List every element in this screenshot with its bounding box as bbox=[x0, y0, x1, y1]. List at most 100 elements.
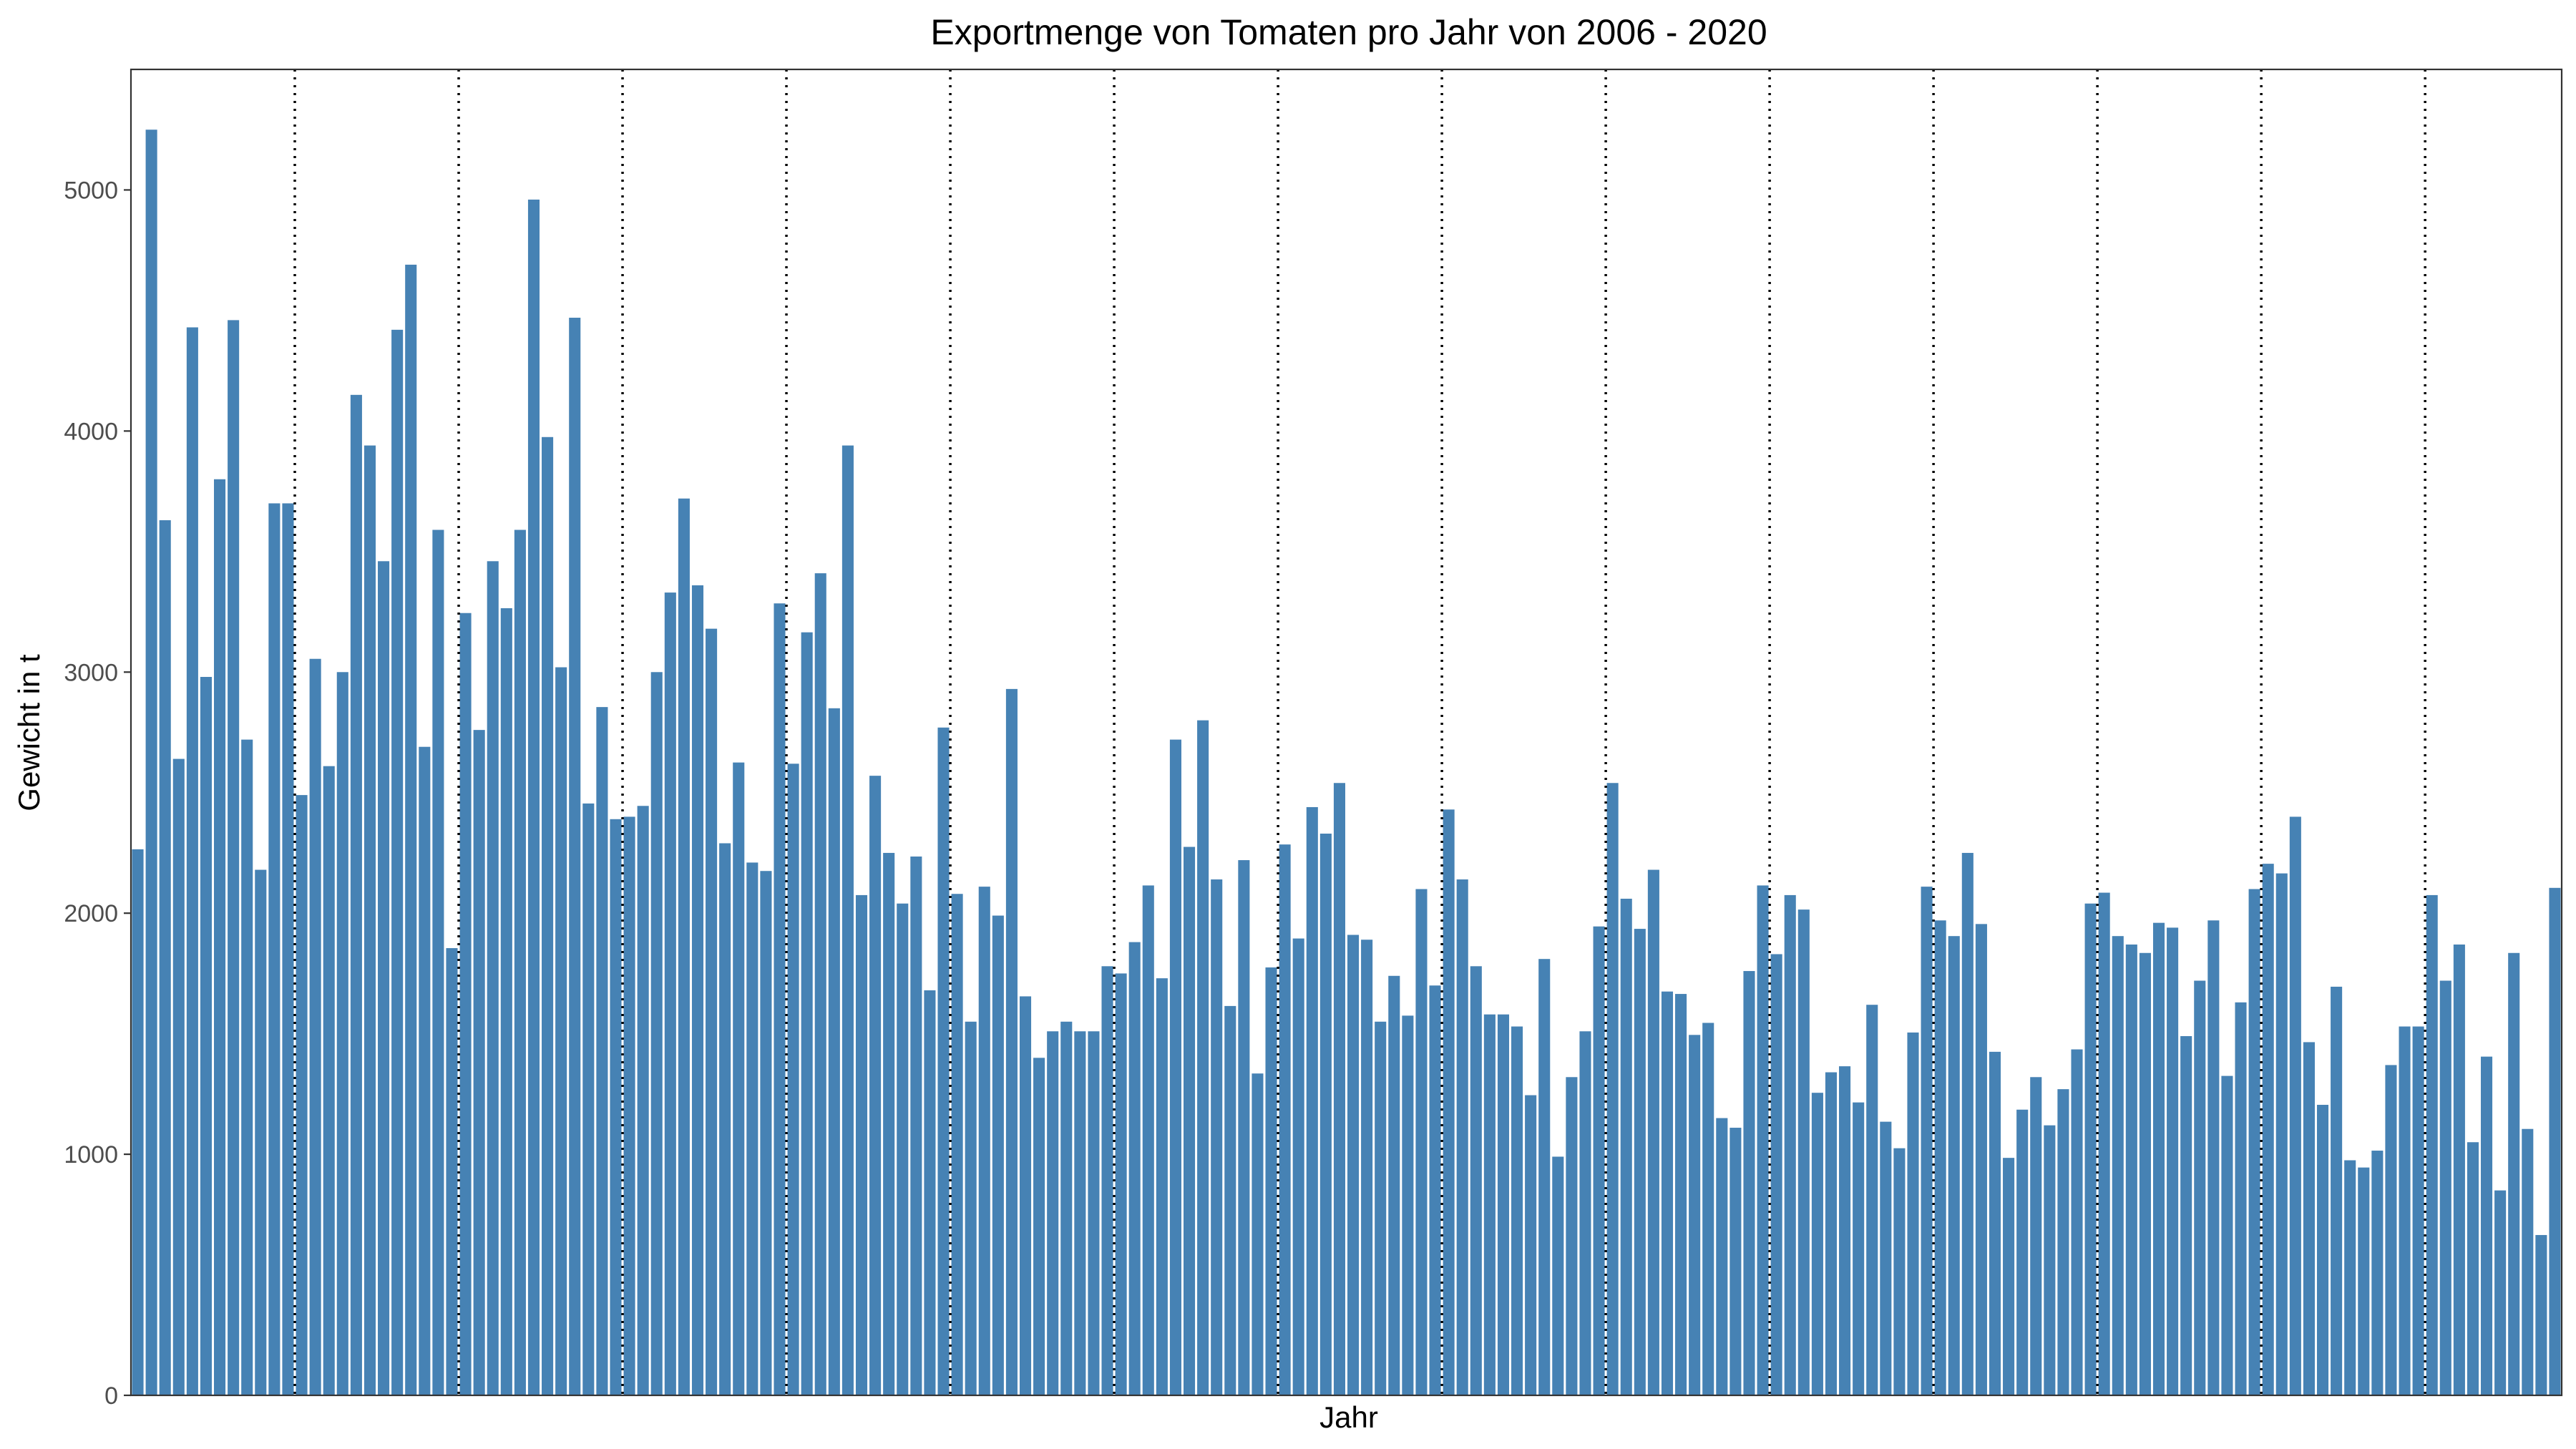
bar bbox=[2112, 936, 2124, 1395]
bar bbox=[1853, 1102, 1865, 1395]
bar bbox=[610, 819, 622, 1395]
bar bbox=[527, 199, 540, 1396]
bar bbox=[1115, 973, 1127, 1395]
bar bbox=[869, 776, 882, 1395]
bar bbox=[1497, 1014, 1510, 1395]
bar bbox=[459, 613, 472, 1395]
bar bbox=[814, 573, 826, 1395]
bar bbox=[569, 318, 581, 1395]
bar bbox=[1101, 966, 1113, 1395]
bar bbox=[1961, 852, 1974, 1395]
y-axis: 0 1000 2000 3000 4000 5000 bbox=[64, 177, 131, 1410]
bar bbox=[2180, 1036, 2192, 1395]
bar bbox=[2316, 1105, 2329, 1395]
bar bbox=[1197, 720, 1209, 1395]
bar bbox=[1211, 879, 1223, 1395]
bar bbox=[2098, 892, 2110, 1395]
bar bbox=[2371, 1151, 2384, 1395]
bar bbox=[2125, 944, 2137, 1395]
bar bbox=[1279, 844, 1291, 1395]
bar bbox=[1169, 739, 1181, 1395]
bar bbox=[2303, 1042, 2315, 1395]
plot-panel-border bbox=[130, 68, 2563, 1397]
bar bbox=[255, 869, 267, 1395]
bar bbox=[2549, 887, 2561, 1395]
bar bbox=[1525, 1095, 1537, 1395]
bar bbox=[350, 394, 362, 1395]
bar bbox=[2426, 894, 2438, 1395]
bar bbox=[937, 727, 950, 1395]
bar bbox=[1483, 1014, 1496, 1395]
bar bbox=[1033, 1058, 1045, 1395]
bar bbox=[1388, 975, 1400, 1395]
bar bbox=[487, 561, 499, 1395]
bar bbox=[1579, 1031, 1591, 1395]
bar bbox=[828, 708, 840, 1395]
bar bbox=[2207, 920, 2220, 1395]
bar bbox=[1347, 935, 1360, 1395]
bar bbox=[2344, 1160, 2356, 1395]
bar bbox=[650, 672, 663, 1395]
bar bbox=[1019, 996, 1032, 1395]
bar bbox=[1047, 1031, 1059, 1395]
bar bbox=[1702, 1023, 1714, 1395]
bar bbox=[1921, 887, 1933, 1395]
y-tick-label: 4000 bbox=[64, 418, 118, 445]
bar bbox=[405, 264, 417, 1395]
bar bbox=[1797, 909, 1810, 1395]
bar bbox=[1429, 985, 1441, 1395]
bar bbox=[1880, 1121, 1892, 1395]
bar bbox=[2453, 944, 2465, 1395]
bar bbox=[432, 530, 444, 1395]
bar bbox=[2494, 1190, 2507, 1395]
bar bbox=[1156, 978, 1168, 1395]
bar bbox=[1784, 894, 1796, 1395]
bar bbox=[1661, 991, 1674, 1395]
bar bbox=[992, 915, 1004, 1395]
bar bbox=[1361, 940, 1373, 1395]
bar bbox=[2139, 952, 2151, 1395]
bar bbox=[2262, 864, 2274, 1395]
bar bbox=[1893, 1148, 1906, 1395]
bar bbox=[1866, 1005, 1878, 1395]
bar bbox=[1606, 783, 1619, 1395]
x-axis-title: Jahr bbox=[1319, 1400, 1378, 1434]
bars-group bbox=[132, 130, 2561, 1396]
bar bbox=[774, 603, 786, 1395]
bar bbox=[1839, 1066, 1851, 1395]
bar bbox=[1265, 967, 1277, 1395]
bar bbox=[1402, 1015, 1414, 1395]
bar bbox=[746, 862, 758, 1395]
bar bbox=[1825, 1072, 1838, 1395]
bar bbox=[2248, 889, 2260, 1395]
bar bbox=[2167, 927, 2179, 1395]
bar bbox=[1456, 879, 1468, 1395]
bar bbox=[145, 130, 157, 1396]
bar bbox=[855, 894, 868, 1395]
bar bbox=[637, 806, 649, 1395]
bar bbox=[897, 903, 909, 1395]
bar bbox=[2358, 1167, 2370, 1395]
bar bbox=[1470, 966, 1482, 1395]
bar bbox=[1620, 898, 1632, 1395]
bar bbox=[623, 816, 635, 1395]
bar bbox=[883, 852, 895, 1395]
bar bbox=[1443, 809, 1455, 1395]
bar bbox=[1088, 1031, 1100, 1395]
bar bbox=[2331, 986, 2343, 1395]
bar bbox=[1128, 942, 1141, 1395]
bar bbox=[1770, 954, 1782, 1395]
bar bbox=[1675, 994, 1687, 1395]
bar bbox=[1811, 1093, 1823, 1395]
bar bbox=[2003, 1158, 2015, 1395]
bar bbox=[719, 843, 731, 1395]
bar bbox=[1333, 783, 1345, 1395]
bar bbox=[268, 503, 280, 1396]
y-tick-label: 0 bbox=[104, 1382, 118, 1410]
bar bbox=[200, 677, 212, 1395]
bar bbox=[2275, 873, 2288, 1395]
y-tick-label: 5000 bbox=[64, 177, 118, 204]
bar bbox=[965, 1021, 977, 1395]
bar bbox=[841, 445, 854, 1395]
bar bbox=[446, 948, 458, 1395]
